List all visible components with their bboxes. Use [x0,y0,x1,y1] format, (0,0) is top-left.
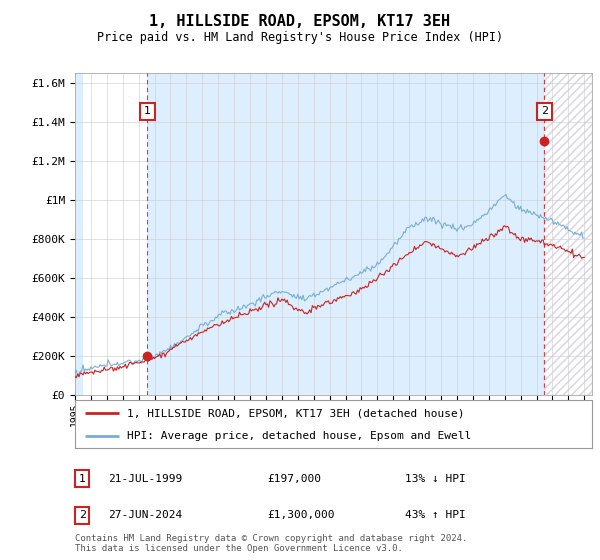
Text: £1,300,000: £1,300,000 [267,510,335,520]
Text: 2: 2 [541,106,548,116]
Text: HPI: Average price, detached house, Epsom and Ewell: HPI: Average price, detached house, Epso… [127,431,471,441]
Text: 2: 2 [79,510,86,520]
Text: Price paid vs. HM Land Registry's House Price Index (HPI): Price paid vs. HM Land Registry's House … [97,31,503,44]
Text: 13% ↓ HPI: 13% ↓ HPI [405,474,466,484]
Bar [148,73,544,395]
Text: 1, HILLSIDE ROAD, EPSOM, KT17 3EH: 1, HILLSIDE ROAD, EPSOM, KT17 3EH [149,14,451,29]
Bar [544,73,592,395]
Text: 21-JUL-1999: 21-JUL-1999 [108,474,182,484]
Bar [544,73,592,395]
Text: 1: 1 [144,106,151,116]
Text: 1, HILLSIDE ROAD, EPSOM, KT17 3EH (detached house): 1, HILLSIDE ROAD, EPSOM, KT17 3EH (detac… [127,408,464,418]
Text: 1: 1 [79,474,86,484]
Text: 27-JUN-2024: 27-JUN-2024 [108,510,182,520]
Text: £197,000: £197,000 [267,474,321,484]
Text: 43% ↑ HPI: 43% ↑ HPI [405,510,466,520]
Text: Contains HM Land Registry data © Crown copyright and database right 2024.
This d: Contains HM Land Registry data © Crown c… [75,534,467,553]
Bar [83,73,148,395]
